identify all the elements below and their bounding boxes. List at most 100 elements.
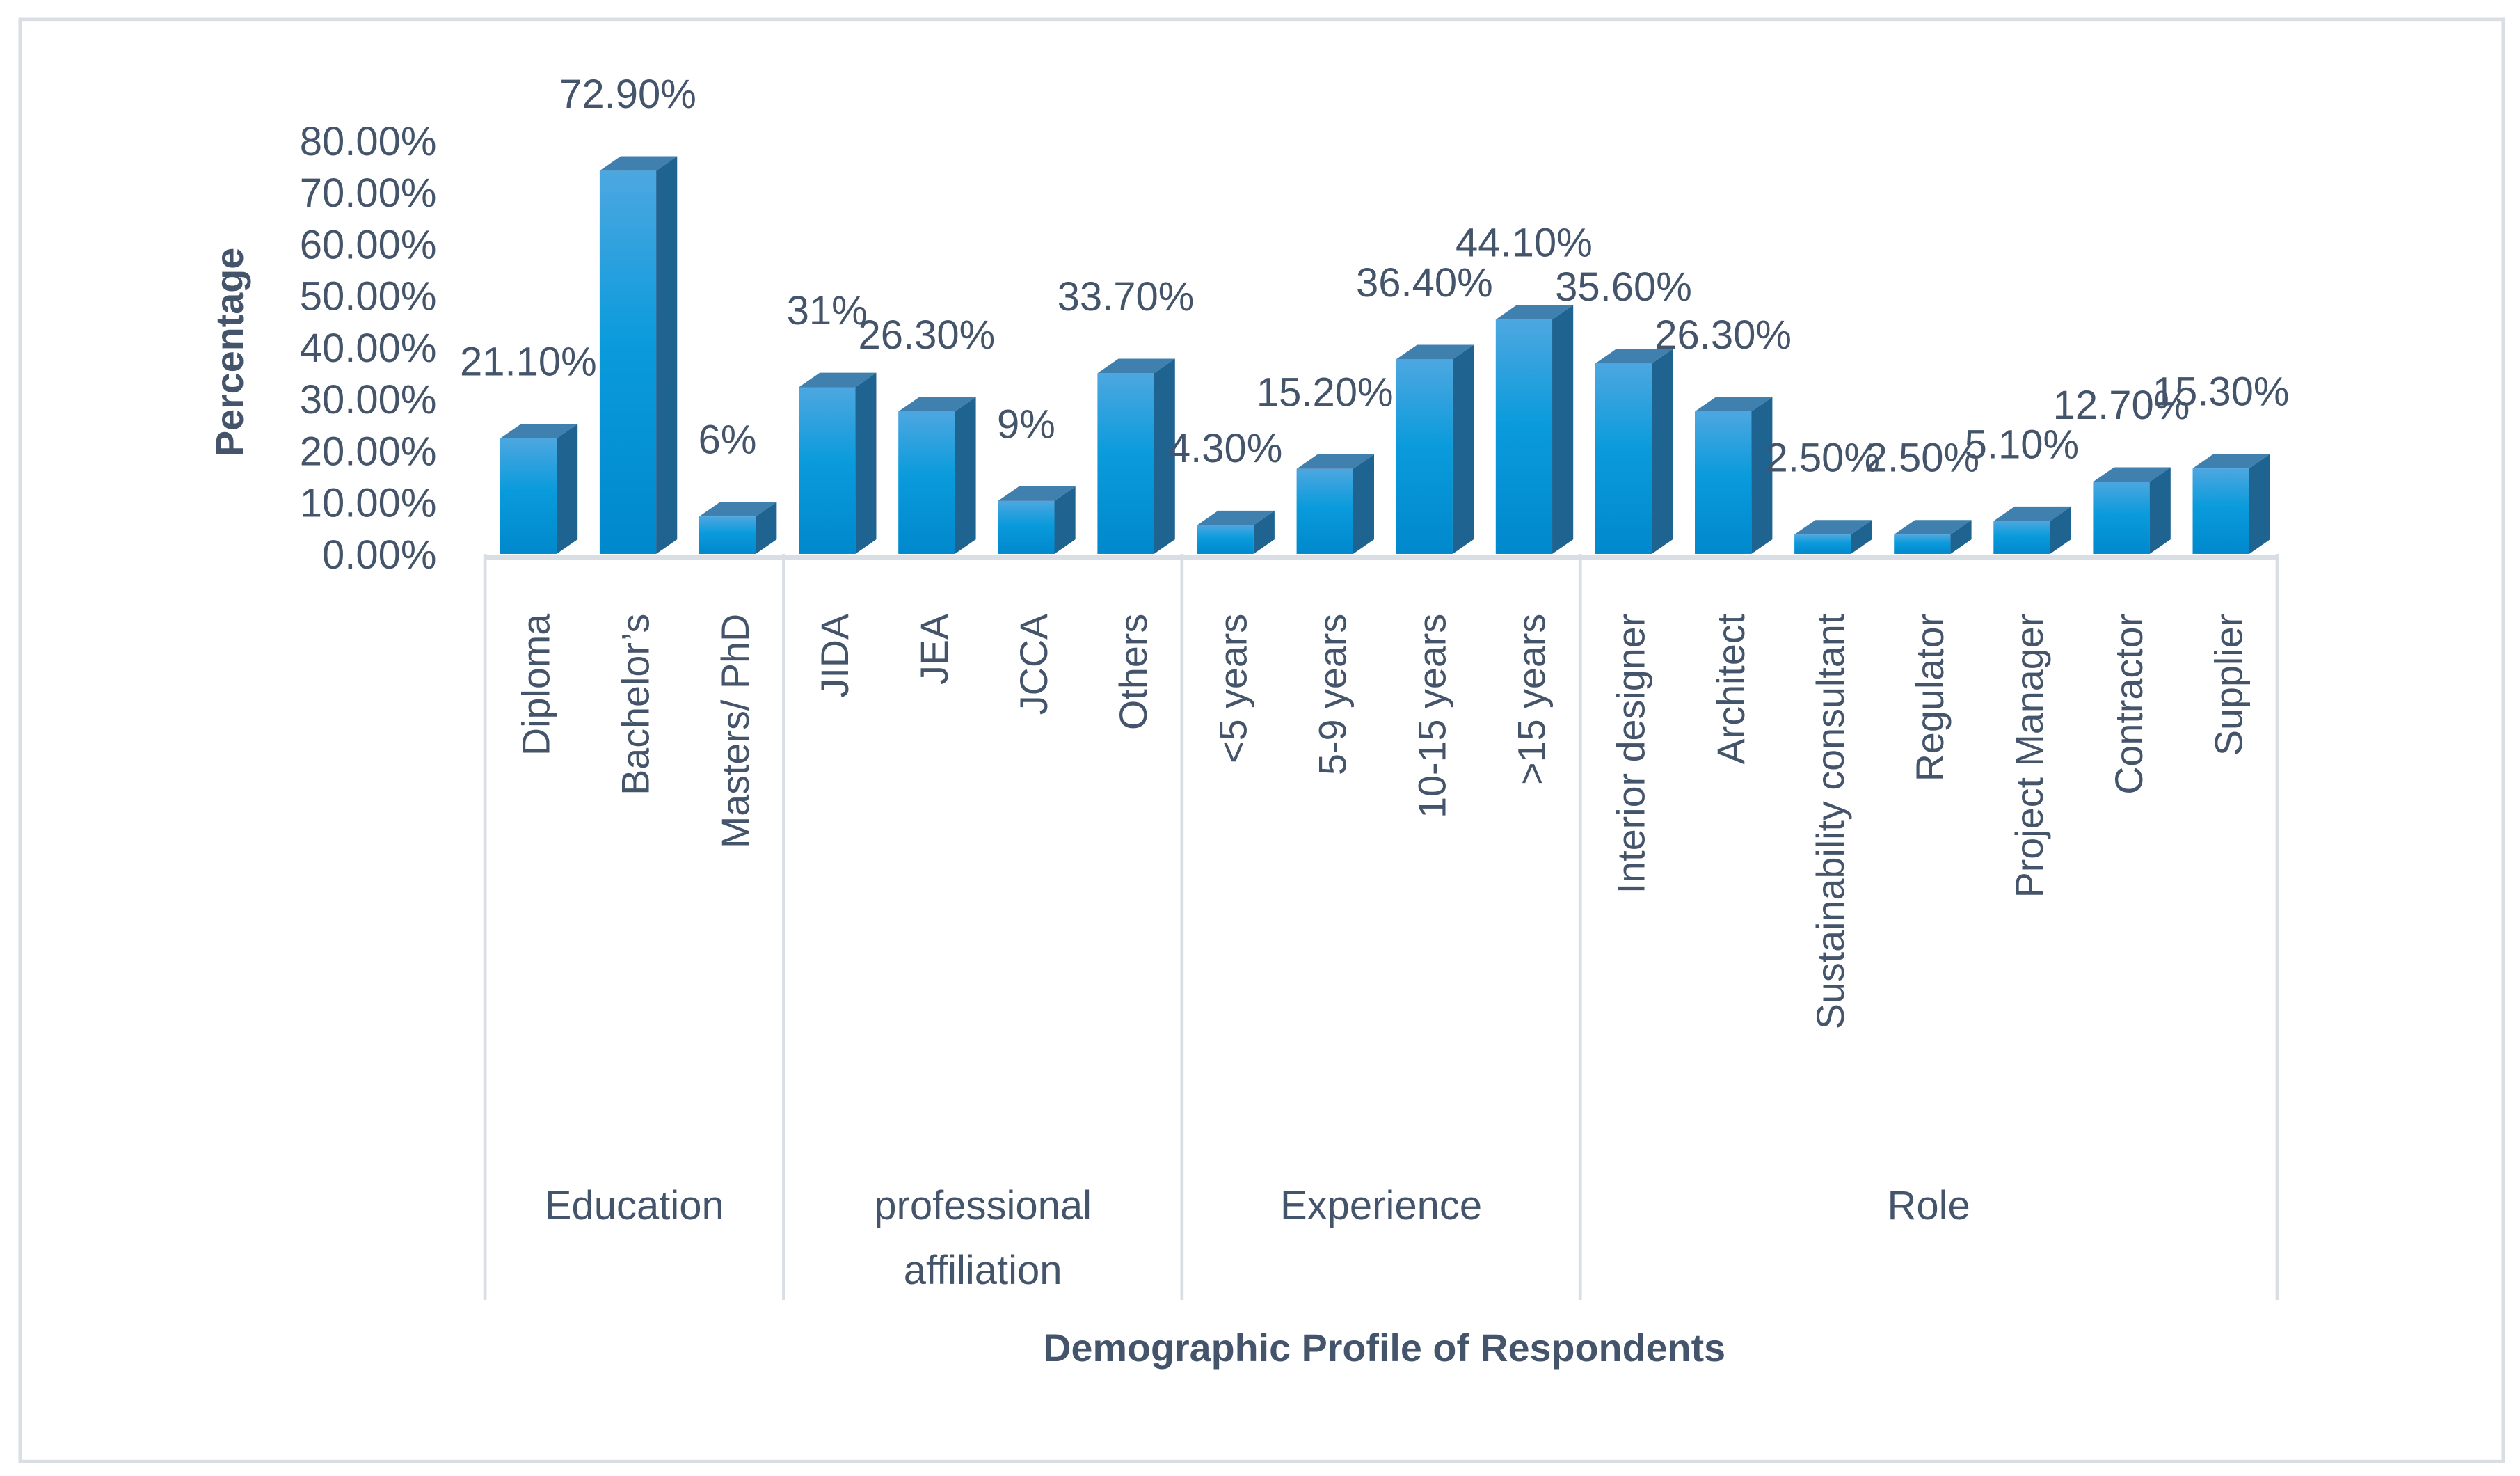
bar-side bbox=[1652, 349, 1673, 554]
bar-top bbox=[1595, 349, 1673, 364]
data-label: 33.70% bbox=[1058, 274, 1195, 319]
bar-front bbox=[799, 387, 856, 554]
category-label: Sustainability consultant bbox=[1809, 613, 1852, 1029]
bar-front bbox=[1894, 534, 1951, 554]
data-label: 6% bbox=[699, 418, 757, 463]
bar-front bbox=[2192, 468, 2249, 554]
bar-top bbox=[1396, 344, 1474, 360]
chart-border bbox=[18, 17, 2505, 1463]
y-tick-label: 30.00% bbox=[300, 377, 437, 422]
bar bbox=[898, 397, 976, 554]
bar-front bbox=[998, 500, 1055, 554]
bar bbox=[1595, 349, 1673, 554]
category-label: Interior designer bbox=[1610, 614, 1653, 894]
bar bbox=[1396, 344, 1474, 554]
category-label: 10-15 years bbox=[1410, 614, 1453, 818]
category-label: Others bbox=[1112, 614, 1155, 730]
bar-side bbox=[1751, 397, 1773, 554]
bar-front bbox=[1495, 319, 1553, 554]
data-label: 2.50% bbox=[1765, 436, 1879, 481]
category-label: Regulator bbox=[1908, 614, 1952, 781]
bar-front bbox=[1197, 525, 1254, 554]
bar-top bbox=[2093, 467, 2171, 482]
bar bbox=[1794, 520, 1872, 554]
data-label: 5.10% bbox=[1965, 422, 2079, 467]
bar-front bbox=[699, 516, 756, 554]
category-label: Project Manager bbox=[2008, 614, 2051, 898]
category-label: JEA bbox=[913, 613, 956, 685]
bar-front bbox=[898, 411, 955, 554]
bar bbox=[1296, 454, 1374, 554]
bar bbox=[599, 156, 678, 554]
data-label: 31% bbox=[787, 288, 868, 333]
bar-top bbox=[2192, 454, 2270, 469]
bar-front bbox=[599, 170, 657, 554]
bar-top bbox=[1993, 506, 2071, 521]
bar-front bbox=[1695, 411, 1752, 554]
data-label: 9% bbox=[997, 402, 1055, 447]
data-label: 15.20% bbox=[1257, 370, 1394, 415]
bar bbox=[2093, 467, 2171, 554]
bar-front bbox=[1296, 468, 1353, 554]
category-labels: Diploma Bachelor’s Masters/ PhD JIDA JEA JCCA… bbox=[515, 613, 2251, 1029]
data-label: 2.50% bbox=[1865, 436, 1979, 481]
category-label: Contractor bbox=[2107, 614, 2151, 795]
bars bbox=[500, 156, 2270, 554]
bar bbox=[1695, 397, 1773, 554]
category-label: Supplier bbox=[2207, 614, 2250, 756]
y-tick-label: 70.00% bbox=[300, 170, 437, 216]
bar-side bbox=[557, 424, 578, 554]
bar-side bbox=[1054, 486, 1076, 554]
bar bbox=[1097, 358, 1175, 554]
bar bbox=[2192, 454, 2270, 554]
bar-side bbox=[1950, 520, 1972, 554]
y-tick-label: 0.00% bbox=[322, 532, 436, 578]
bar-top bbox=[998, 486, 1076, 501]
y-tick-label: 40.00% bbox=[300, 326, 437, 371]
bar bbox=[1993, 506, 2071, 554]
y-tick-label: 20.00% bbox=[300, 429, 437, 474]
y-tick-label: 80.00% bbox=[300, 119, 437, 164]
bar-top bbox=[500, 424, 578, 438]
group-labels: Education professional affiliation Experien… bbox=[545, 1183, 1970, 1293]
bar-top bbox=[1695, 397, 1773, 412]
data-label: 36.40% bbox=[1356, 260, 1493, 305]
group-label: Role bbox=[1887, 1183, 1970, 1228]
group-label: Education bbox=[545, 1183, 724, 1228]
bar-top bbox=[1794, 520, 1872, 535]
bar-side bbox=[1452, 344, 1474, 554]
data-label: 15.30% bbox=[2153, 370, 2290, 415]
data-label: 72.90% bbox=[559, 72, 696, 117]
bar-top bbox=[1097, 358, 1175, 374]
bar-front bbox=[500, 438, 557, 554]
bar bbox=[500, 424, 578, 554]
bar-top bbox=[699, 502, 777, 517]
data-label: 4.30% bbox=[1168, 426, 1282, 471]
bar-side bbox=[1552, 305, 1574, 554]
category-label: JCCA bbox=[1012, 613, 1055, 715]
data-label: 21.10% bbox=[460, 339, 597, 384]
y-axis-ticks: 0.00% 10.00% 20.00% 30.00% 40.00% 50.00% 60.00… bbox=[300, 119, 437, 578]
bar-front bbox=[1396, 359, 1453, 554]
bar-front bbox=[1794, 534, 1851, 554]
bar-front bbox=[2093, 482, 2150, 554]
data-labels: 21.10% 72.90% 6% 31%26.30%9% 33.70% 4.30% 15.2… bbox=[460, 72, 2289, 481]
y-tick-label: 60.00% bbox=[300, 222, 437, 267]
bar bbox=[699, 502, 777, 554]
bar-side bbox=[656, 156, 678, 554]
category-label: Bachelor’s bbox=[614, 614, 657, 795]
bar bbox=[998, 486, 1076, 554]
data-label: 44.10% bbox=[1456, 221, 1593, 266]
bar-side bbox=[756, 502, 777, 554]
category-label: Diploma bbox=[515, 614, 558, 756]
bar-top bbox=[1495, 305, 1574, 320]
bar-side bbox=[1253, 510, 1275, 554]
group-label: affiliation bbox=[904, 1248, 1062, 1293]
data-label: 26.30% bbox=[858, 312, 995, 358]
bar-side bbox=[2249, 454, 2270, 554]
category-label: JIDA bbox=[813, 613, 856, 698]
bar-side bbox=[2149, 467, 2171, 554]
bar-front bbox=[1993, 521, 2050, 554]
bar-side bbox=[855, 372, 877, 554]
